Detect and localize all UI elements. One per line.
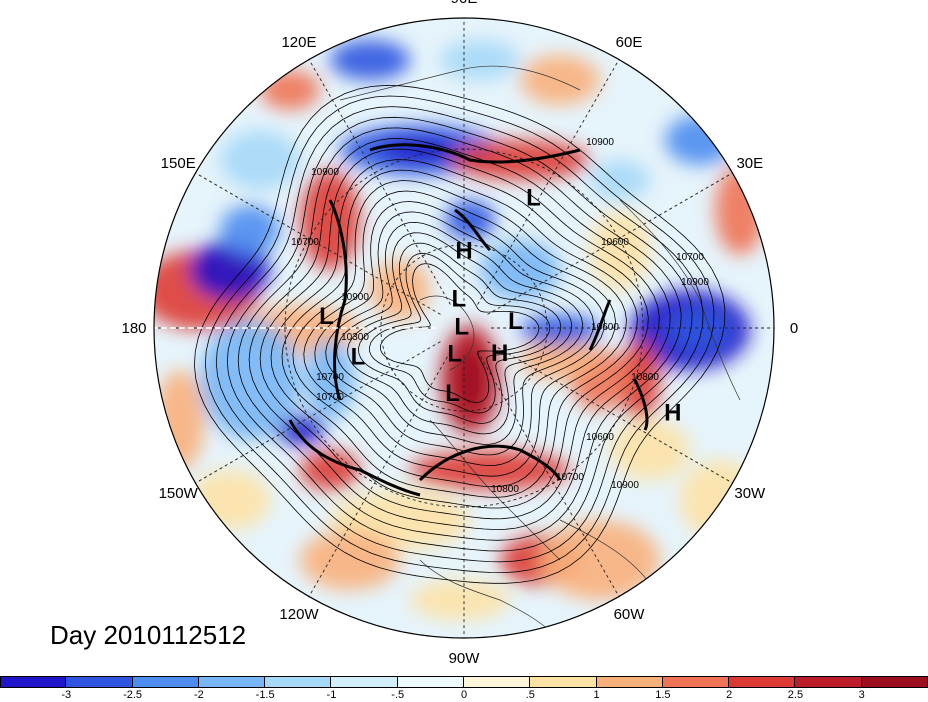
longitude-label: 30W bbox=[734, 485, 766, 502]
colorbar-tick-label: 1.5 bbox=[655, 689, 671, 701]
colorbar-tick-label: 3 bbox=[858, 689, 865, 701]
longitude-label: 60E bbox=[616, 34, 643, 51]
contour-label: 10800 bbox=[491, 484, 519, 495]
longitude-label: 150W bbox=[159, 485, 199, 502]
pressure-center-label: H bbox=[491, 340, 508, 367]
colorbar-box bbox=[198, 676, 266, 688]
contour-label: 10700 bbox=[291, 237, 319, 248]
lat-lon-grid bbox=[154, 18, 774, 638]
day-label: Day 2010112512 bbox=[50, 620, 247, 650]
pressure-center-label: L bbox=[454, 314, 469, 341]
colorbar-tick-label: -2 bbox=[193, 689, 204, 701]
colorbar-tick-label: -1.5 bbox=[255, 689, 275, 701]
colorbar-box bbox=[0, 676, 67, 688]
contour-label: 10700 bbox=[556, 472, 584, 483]
colorbar-box bbox=[331, 676, 398, 688]
longitude-label: 90W bbox=[449, 650, 481, 667]
colorbar: -3 -2.5 -2 -1.5 -1 -.5 0 .5 1 1.5 2 2.5 3 bbox=[0, 676, 928, 702]
colorbar-tick-label: 0 bbox=[460, 689, 468, 701]
colorbar-box bbox=[397, 676, 464, 688]
colorbar-tick-label: 2 bbox=[726, 689, 733, 701]
longitude-label: 120W bbox=[279, 606, 319, 623]
contour-label: 10600 bbox=[601, 237, 629, 248]
colorbar-box bbox=[530, 676, 597, 688]
contour-label: 10900 bbox=[341, 292, 369, 303]
pressure-center-label: L bbox=[319, 303, 334, 330]
colorbar-tick-label: .5 bbox=[525, 689, 535, 701]
colorbar-box bbox=[662, 676, 730, 688]
colorbar-tick-label: -.5 bbox=[391, 689, 405, 701]
pressure-center-label: L bbox=[445, 380, 460, 407]
contour-label: 10600 bbox=[591, 322, 619, 333]
pressure-center-label: L bbox=[526, 184, 541, 211]
longitude-label: 120E bbox=[281, 34, 316, 51]
longitude-label: 60W bbox=[614, 606, 646, 623]
contour-label: 10900 bbox=[611, 480, 639, 491]
longitude-label: 90E bbox=[451, 0, 478, 7]
pressure-center-label: L bbox=[451, 286, 466, 313]
colorbar-box bbox=[795, 676, 862, 688]
colorbar-tick-label: -2.5 bbox=[123, 689, 143, 701]
colorbar-box bbox=[729, 676, 796, 688]
map-boundary bbox=[153, 17, 775, 639]
contour-labels: 10900 10900 10700 10600 10700 10900 10600 10800… bbox=[291, 137, 709, 495]
pressure-center-label: L bbox=[447, 341, 462, 368]
colorbar-box bbox=[265, 676, 332, 688]
contour-label: 10300 bbox=[341, 332, 369, 343]
colorbar-box bbox=[132, 676, 199, 688]
longitude-label: 0 bbox=[790, 320, 798, 337]
pressure-center-label: H bbox=[455, 238, 472, 265]
colorbar-box bbox=[861, 676, 928, 688]
longitude-label: 30E bbox=[736, 155, 763, 172]
anomaly-field bbox=[154, 40, 765, 620]
pressure-center-label: H bbox=[664, 399, 681, 426]
contour-label: 10800 bbox=[631, 372, 659, 383]
colorbar-tick-label: 1 bbox=[593, 689, 600, 701]
longitude-label: 180 bbox=[121, 320, 146, 337]
colorbar-tick-label: 2.5 bbox=[787, 689, 804, 701]
contour-label: 10900 bbox=[586, 137, 614, 148]
colorbar-tick-label: -1 bbox=[326, 689, 337, 701]
pressure-center-label: L bbox=[351, 343, 366, 370]
height-contours bbox=[193, 84, 726, 584]
contour-label: 10700 bbox=[676, 252, 704, 263]
contour-label: 10900 bbox=[311, 167, 339, 178]
longitude-label: 150E bbox=[161, 155, 196, 172]
contour-label: 10700 bbox=[316, 372, 344, 383]
contour-label: 10700 bbox=[316, 392, 344, 403]
colorbar-box bbox=[66, 676, 133, 688]
longitude-labels: 90E 60E 30E 0 30W 60W 90W 120W 150W 180 150E 120E bbox=[121, 0, 798, 667]
colorbar-tick-label: -3 bbox=[61, 689, 72, 701]
contour-label: 10900 bbox=[681, 277, 709, 288]
colorbar-box bbox=[596, 676, 663, 688]
colorbar-box bbox=[464, 676, 531, 688]
pressure-center-label: L bbox=[508, 308, 523, 335]
contour-label: 10600 bbox=[586, 432, 614, 443]
